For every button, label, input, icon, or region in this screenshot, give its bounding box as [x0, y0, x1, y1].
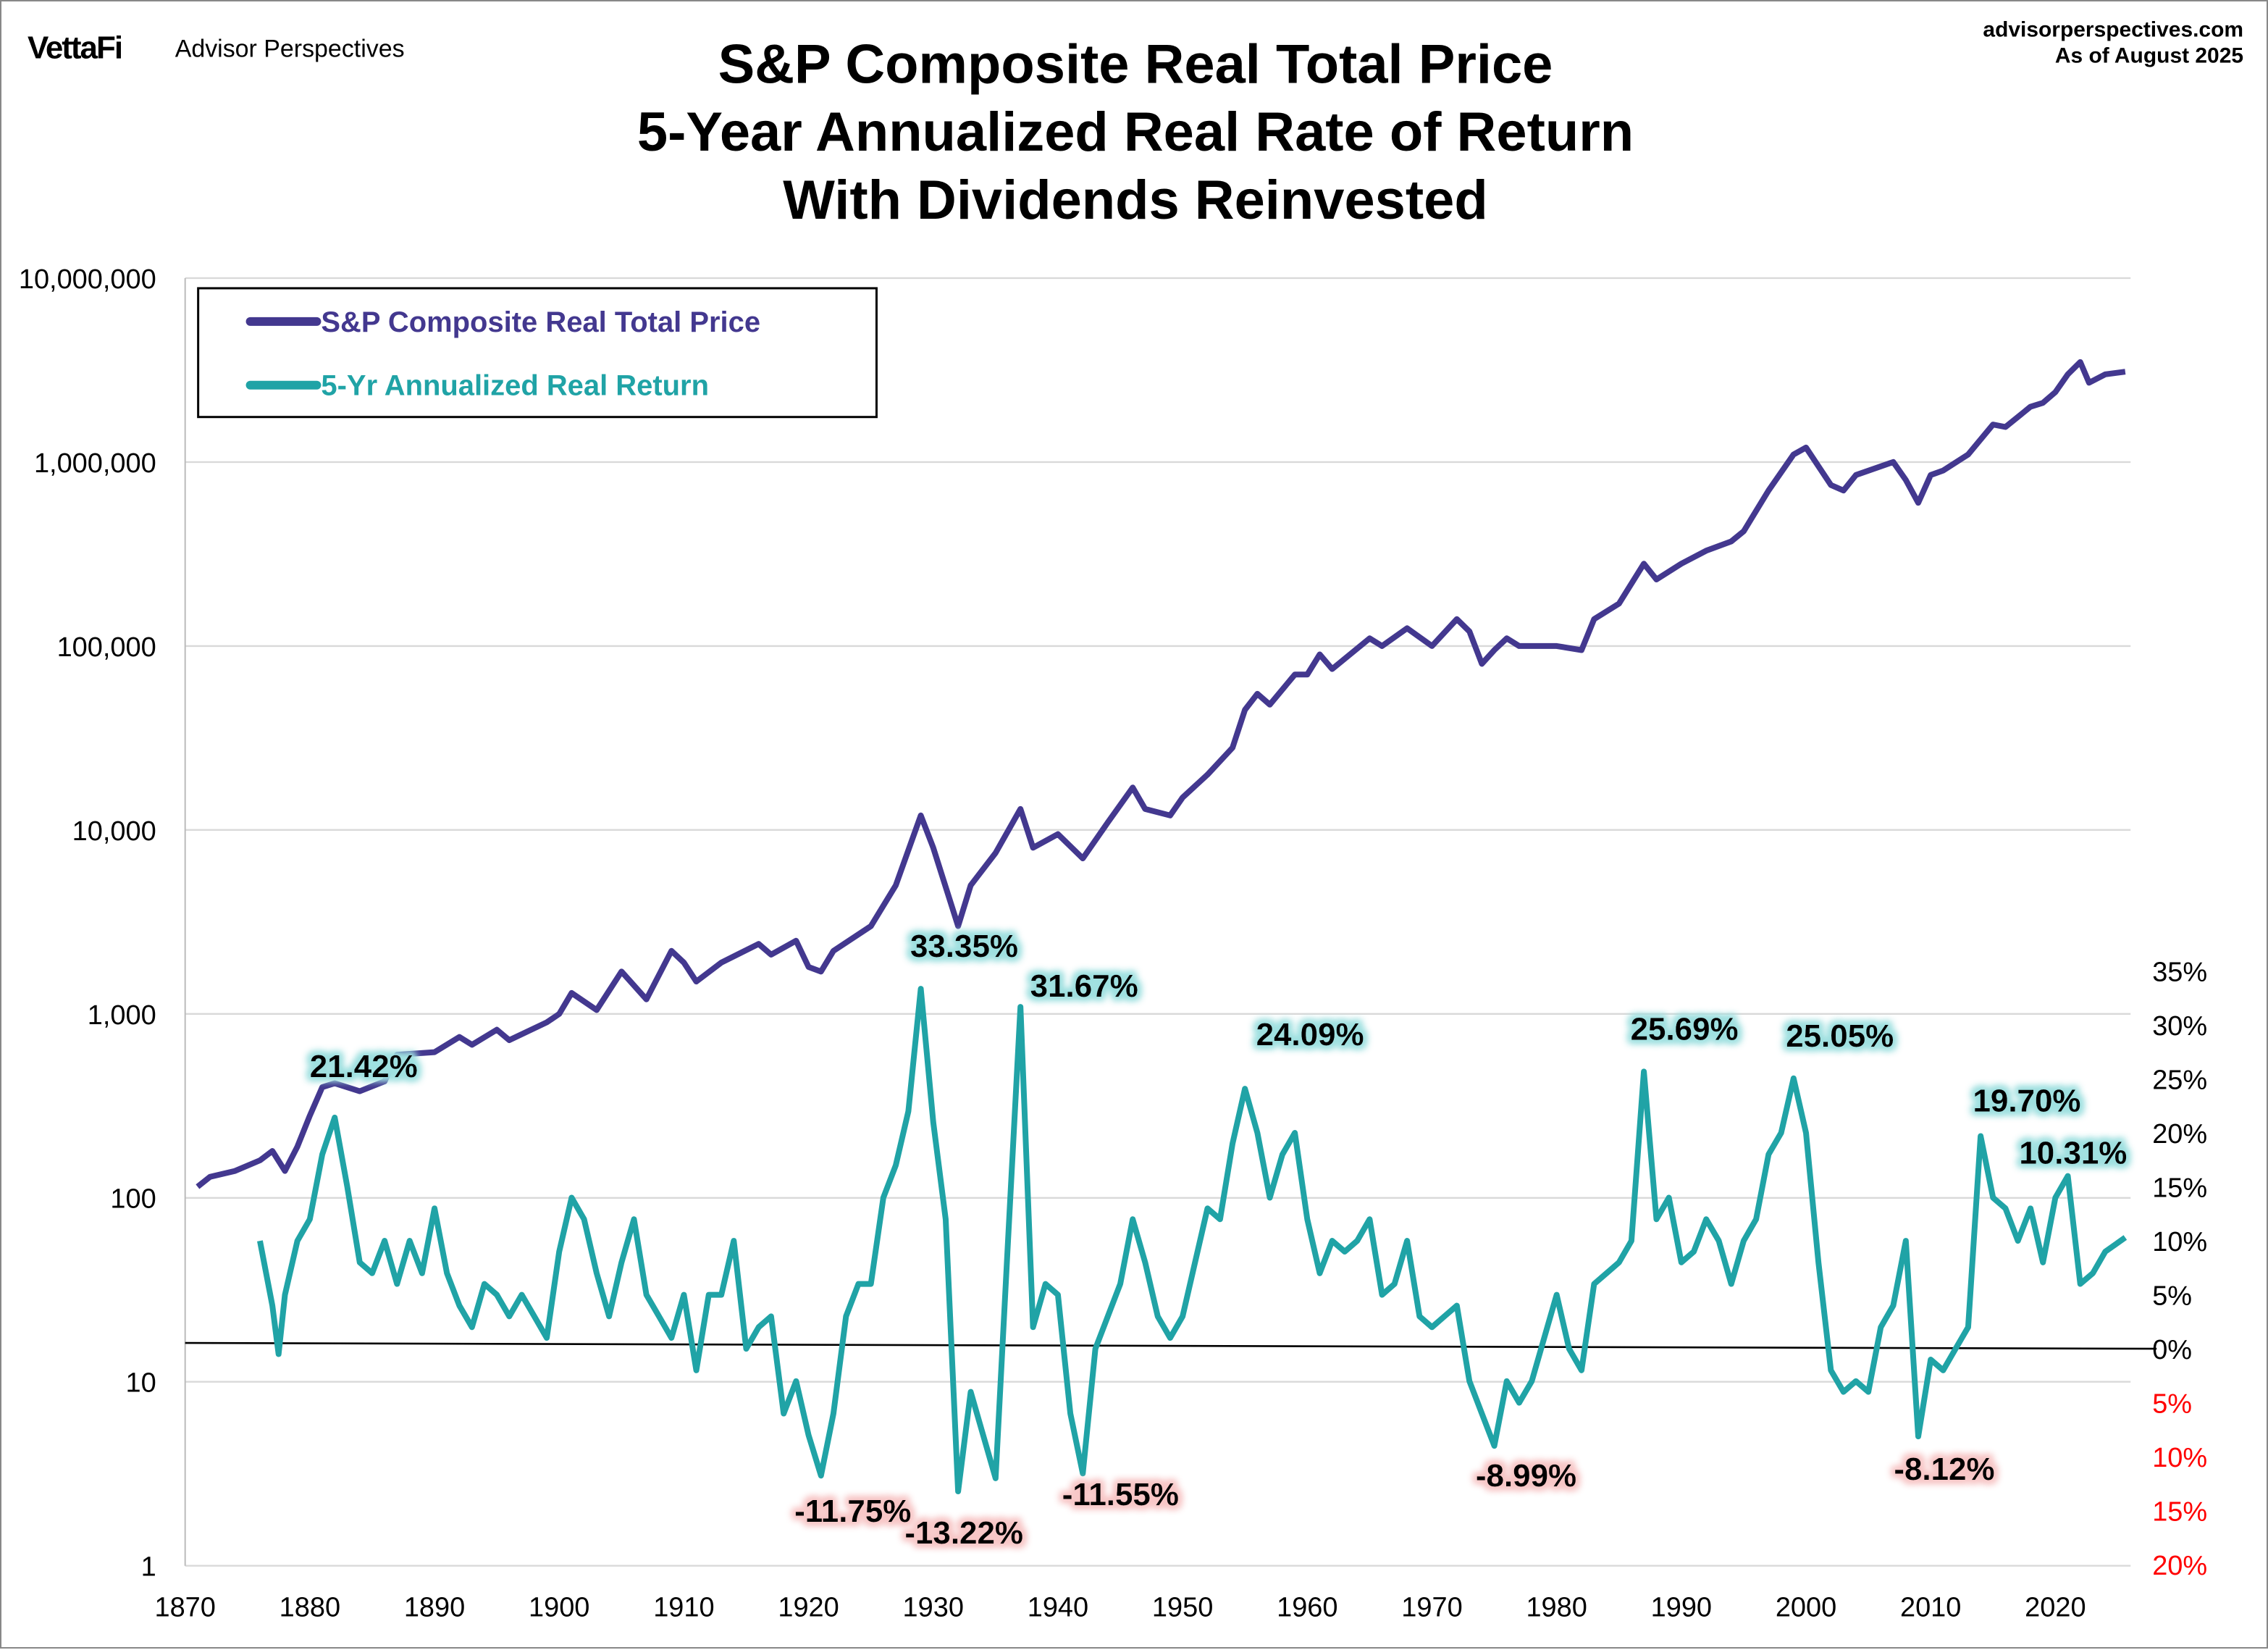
- left-axis-tick-label: 1,000,000: [34, 448, 156, 479]
- left-axis-tick-label: 10,000: [72, 816, 156, 847]
- series-lines: [196, 359, 2128, 1495]
- brand-name: Advisor Perspectives: [175, 35, 405, 62]
- annotation-label: 33.35%: [910, 929, 1018, 964]
- annotation-label: -8.99%: [1476, 1458, 1576, 1494]
- legend-box: [197, 287, 878, 419]
- legend-label-price: S&P Composite Real Total Price: [321, 306, 760, 338]
- x-axis-tick-label: 1940: [1028, 1593, 1088, 1623]
- left-axis-tick-label: 100,000: [57, 632, 156, 663]
- gridlines: [185, 277, 2131, 1567]
- zero-return-line: [185, 1341, 2157, 1350]
- left-axis-tick-label: 100: [110, 1184, 156, 1215]
- right-axis-tick-label: 5%: [2152, 1281, 2192, 1312]
- x-axis-tick-label: 1960: [1277, 1593, 1337, 1623]
- right-axis-tick-label: 15%: [2152, 1497, 2207, 1528]
- x-axis-tick-label: 1950: [1152, 1593, 1213, 1623]
- x-axis-tick-label: 1970: [1401, 1593, 1462, 1623]
- right-axis-tick-label: 20%: [2152, 1551, 2207, 1581]
- x-axis-tick-label: 2000: [1776, 1593, 1836, 1623]
- chart-title-line-1: S&P Composite Real Total Price: [718, 33, 1553, 95]
- annotation-label: -11.55%: [1062, 1477, 1179, 1512]
- left-axis-tick-label: 1: [141, 1552, 156, 1583]
- x-axis-tick-label: 1930: [903, 1593, 964, 1623]
- x-axis-tick-label: 1980: [1526, 1593, 1587, 1623]
- x-axis-tick-label: 2010: [1900, 1593, 1961, 1623]
- annotation-label: -13.22%: [904, 1515, 1023, 1551]
- x-axis-tick-label: 1990: [1651, 1593, 1712, 1623]
- annotation-label: -11.75%: [794, 1494, 911, 1529]
- chart-title-line-3: With Dividends Reinvested: [783, 169, 1487, 231]
- annotation-label: -8.12%: [1894, 1452, 1994, 1487]
- annotation-label: 19.70%: [1973, 1084, 2080, 1119]
- right-axis-tick-label: 15%: [2152, 1173, 2207, 1204]
- annotations: 21.42% 33.35% 31.67% 24.09% 25.69% 25.05% 19.7…: [310, 929, 2128, 1551]
- x-axis-tick-label: 1890: [404, 1593, 465, 1623]
- as-of-date: As of August 2025: [2055, 43, 2243, 67]
- x-axis-tick-label: 1880: [280, 1593, 340, 1623]
- price-series-line: [196, 359, 2126, 1189]
- x-axis-tick-label: 2020: [2025, 1593, 2086, 1623]
- return-series-line: [257, 986, 2128, 1495]
- x-axis-tick-label: 1920: [778, 1593, 839, 1623]
- right-axis-tick-label: 5%: [2152, 1389, 2192, 1420]
- legend: S&P Composite Real Total Price 5-Yr Annu…: [197, 287, 878, 419]
- right-axis-tick-label: 25%: [2152, 1065, 2207, 1096]
- right-axis-tick-label: 0%: [2152, 1335, 2192, 1365]
- chart-title-line-2: 5-Year Annualized Real Rate of Return: [637, 101, 1634, 163]
- vettafi-logo: VettaFi: [28, 30, 122, 65]
- right-axis-tick-label: 30%: [2152, 1011, 2207, 1042]
- annotation-label: 21.42%: [310, 1049, 418, 1084]
- right-axis-tick-label: 10%: [2152, 1443, 2207, 1473]
- axes: 1 10 100 1,000 10,000 100,000 1,000,000 10,000,…: [19, 264, 2207, 1623]
- annotation-label: 31.67%: [1030, 968, 1138, 1004]
- left-axis-tick-label: 10: [126, 1368, 156, 1399]
- x-axis-tick-label: 1910: [653, 1593, 714, 1623]
- right-axis-tick-label: 20%: [2152, 1119, 2207, 1149]
- right-axis-tick-label: 35%: [2152, 958, 2207, 988]
- right-axis-tick-label: 10%: [2152, 1227, 2207, 1257]
- x-axis-tick-label: 1870: [154, 1593, 215, 1623]
- x-axis-tick-label: 1900: [529, 1593, 589, 1623]
- left-axis-tick-label: 1,000: [88, 1000, 156, 1031]
- annotation-label: 10.31%: [2019, 1136, 2127, 1171]
- legend-label-return: 5-Yr Annualized Real Return: [321, 370, 709, 402]
- annotation-label: 25.69%: [1631, 1011, 1739, 1047]
- site-url: advisorperspectives.com: [1983, 17, 2243, 41]
- left-axis-tick-label: 10,000,000: [19, 264, 156, 295]
- annotation-label: 25.05%: [1786, 1018, 1894, 1054]
- annotation-label: 24.09%: [1256, 1017, 1364, 1052]
